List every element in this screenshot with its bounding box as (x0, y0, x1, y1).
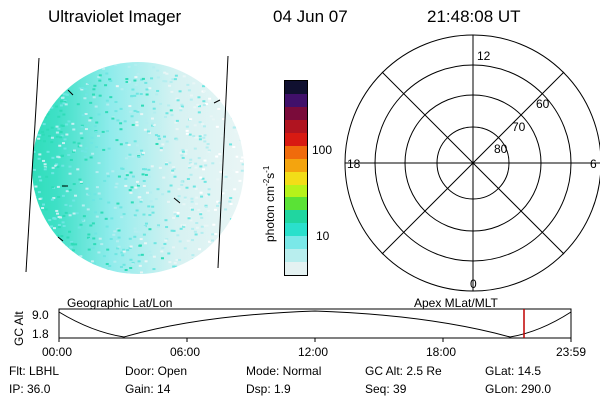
colorbar-tick-100: 100 (312, 143, 333, 157)
timeline-ytick-1-8: 1.8 (32, 327, 49, 341)
polar-label-0: 0 (470, 277, 477, 291)
status-gain: Gain: 14 (125, 382, 171, 396)
polar-label-12: 12 (477, 49, 491, 63)
status-mode: Mode: Normal (246, 364, 322, 378)
timeline-plot (58, 308, 572, 342)
status-glon: GLon: 290.0 (485, 382, 552, 396)
timeline-left-label: Geographic Lat/Lon (67, 296, 173, 310)
timeline-xtick-1200: 12:00 (298, 345, 329, 359)
header-time: 21:48:08 UT (427, 7, 521, 26)
status-seq: Seq: 39 (365, 382, 407, 396)
timeline-right-label: Apex MLat/MLT (414, 296, 498, 310)
polar-label-6: 6 (590, 157, 597, 171)
polar-ring-70: 70 (512, 120, 526, 134)
status-ip: IP: 36.0 (9, 382, 51, 396)
polar-ring-80: 80 (494, 142, 508, 156)
app-title: Ultraviolet Imager (48, 7, 182, 26)
header-date: 04 Jun 07 (273, 7, 348, 26)
timeline-xtick-1800: 18:00 (426, 345, 457, 359)
limb-lines (25, 55, 229, 273)
status-filter: Flt: LBHL (9, 364, 60, 378)
timeline-xtick-0600: 06:00 (170, 345, 201, 359)
polar-label-18: 18 (347, 157, 361, 171)
status-glat: GLat: 14.5 (485, 364, 542, 378)
status-dsp: Dsp: 1.9 (246, 382, 291, 396)
timeline-xtick-2359: 23:59 (556, 345, 587, 359)
polar-ring-60: 60 (536, 97, 550, 111)
timeline-xtick-0000: 00:00 (42, 345, 73, 359)
status-door: Door: Open (125, 364, 188, 378)
colorbar (284, 80, 308, 276)
status-gc-alt: GC Alt: 2.5 Re (365, 364, 442, 378)
colorbar-tick-10: 10 (316, 229, 330, 243)
timeline-ytick-9: 9.0 (32, 308, 49, 322)
polar-grid (344, 34, 600, 292)
